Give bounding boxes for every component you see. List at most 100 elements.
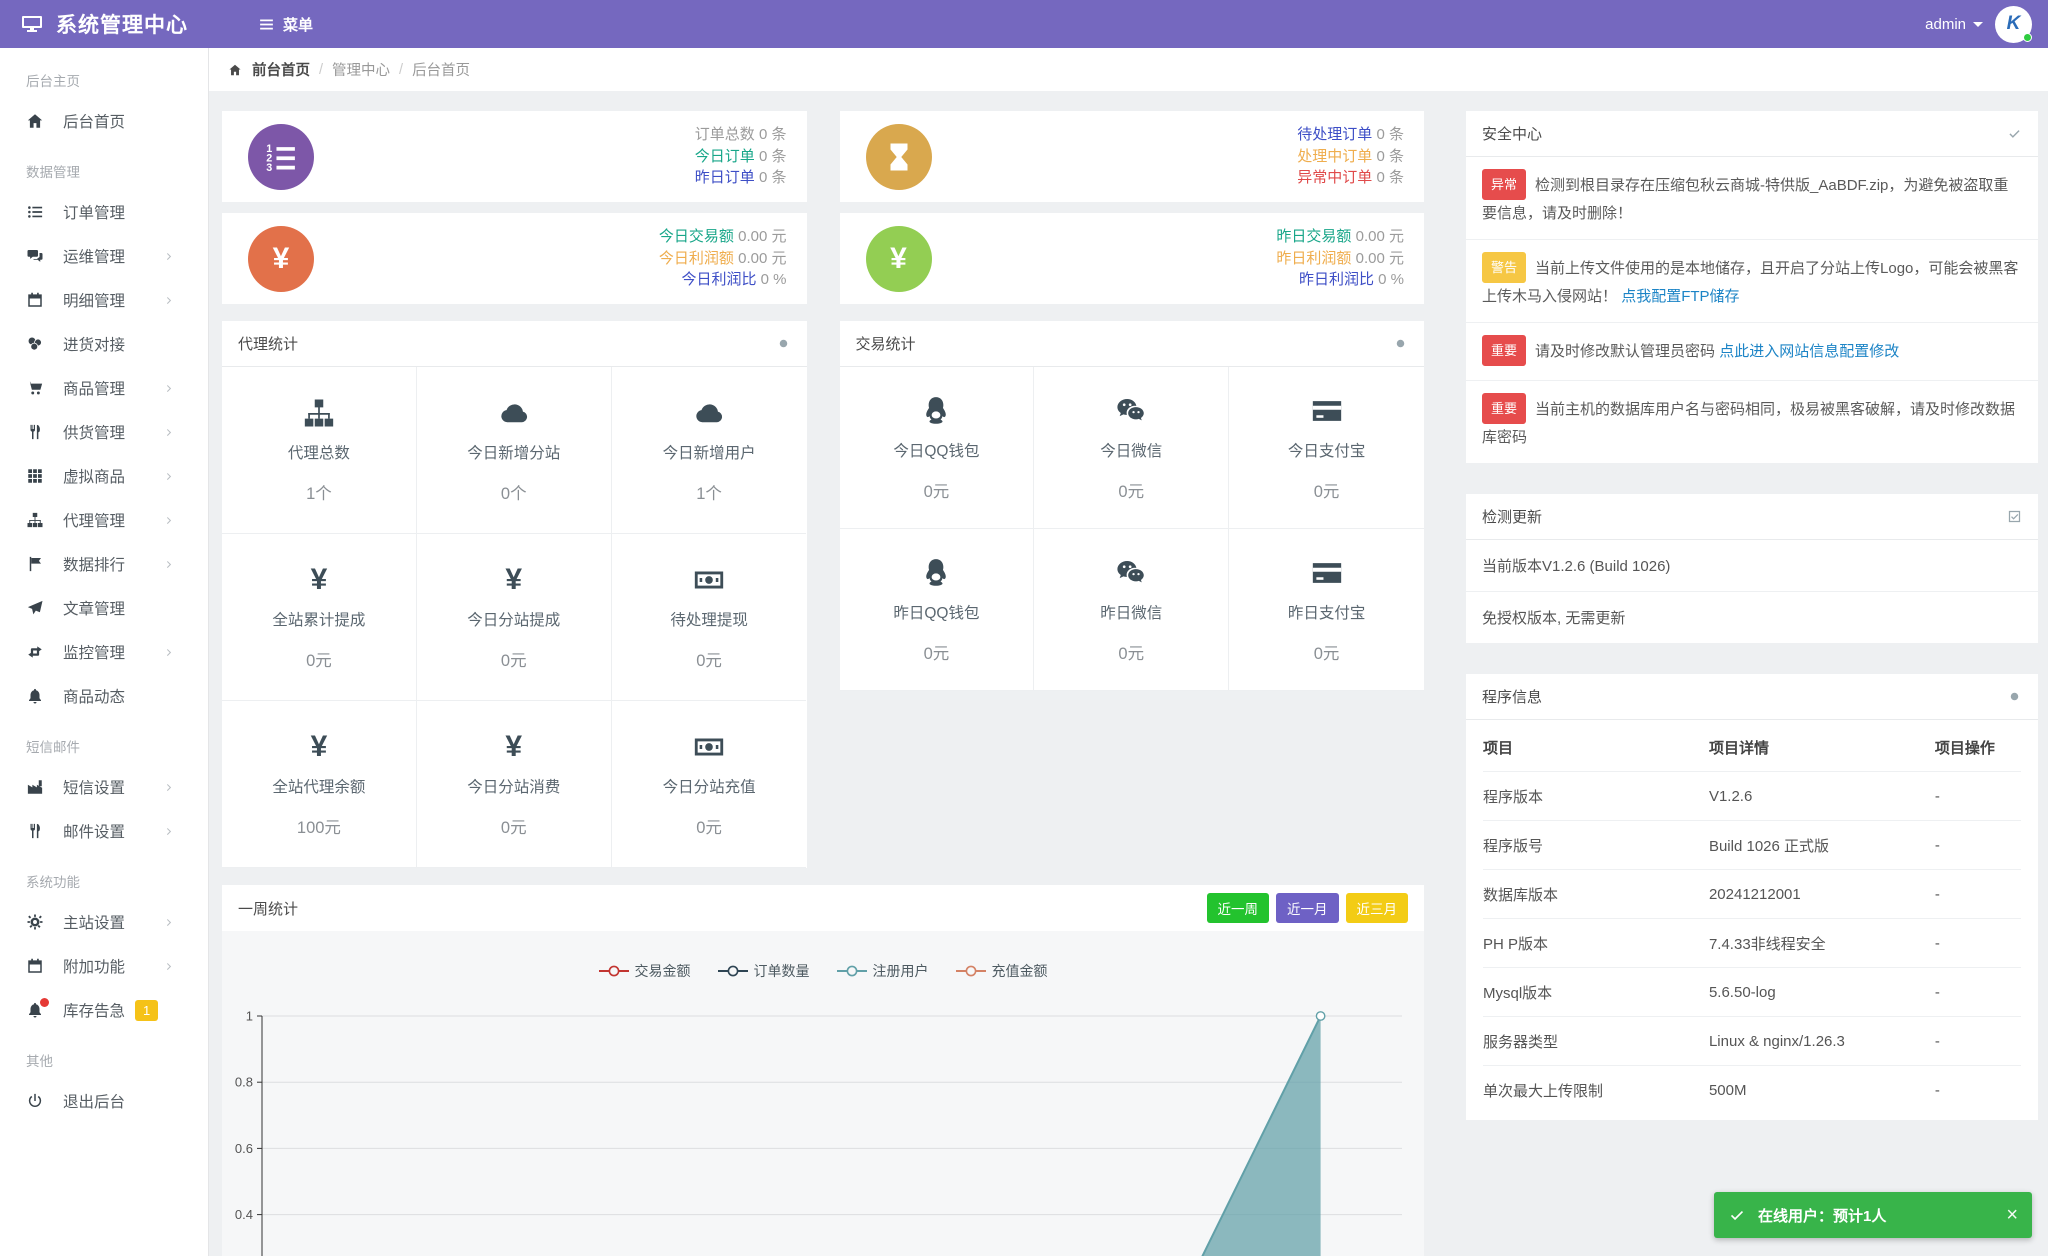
sidebar-item-site-settings[interactable]: 主站设置 — [0, 900, 208, 944]
money-icon — [692, 730, 726, 764]
stat-cell-value: 0元 — [696, 652, 722, 670]
power-icon — [26, 1092, 44, 1110]
stat-cell: 昨日QQ钱包 0元 — [839, 529, 1035, 691]
app-brand[interactable]: 系统管理中心 — [0, 9, 232, 39]
stat-cell: 今日微信 0元 — [1034, 367, 1230, 529]
utensils-icon — [26, 822, 44, 840]
sidebar-item-virtual-goods[interactable]: 虚拟商品 — [0, 454, 208, 498]
app-title: 系统管理中心 — [56, 14, 188, 37]
sidebar-item-product-news[interactable]: 商品动态 — [0, 674, 208, 718]
stat-cell-label: 今日新增分站 — [467, 445, 561, 462]
sidebar-item-label: 库存告急 — [63, 1003, 126, 1020]
sidebar-item-label: 进货对接 — [63, 337, 126, 354]
table-row: Mysql版本 5.6.50-log - — [1483, 967, 2021, 1017]
coins-icon — [26, 335, 44, 353]
chevron-right-icon — [164, 251, 175, 262]
svg-text:1: 1 — [246, 1009, 253, 1024]
stat-cards-row-1: 订单总数 0 条今日订单 0 条昨日订单 0 条 待处理订单 0 条处理中订单 … — [222, 111, 1424, 202]
user-dropdown[interactable]: admin — [1925, 16, 1983, 33]
chevron-right-icon — [164, 826, 175, 837]
stat-cell-value: 1个 — [696, 485, 722, 503]
sidebar-item-purchase[interactable]: 进货对接 — [0, 322, 208, 366]
stat-card-icon-circle — [865, 123, 932, 190]
yen-icon: ¥ — [310, 563, 328, 596]
alert-badge: 异常 — [1482, 169, 1527, 200]
sidebar-item-label: 短信设置 — [63, 780, 126, 797]
list-ol-icon — [264, 140, 298, 174]
stat-card-icon-circle — [248, 123, 314, 190]
stat-line: 今日订单 0 条 — [694, 147, 787, 165]
alert-link[interactable]: 点我配置FTP储存 — [1621, 288, 1740, 305]
range-button[interactable]: 近一周 — [1206, 893, 1269, 923]
sidebar-item-logout[interactable]: 退出后台 — [0, 1079, 208, 1123]
sidebar-item-dashboard[interactable]: 后台首页 — [0, 99, 208, 143]
qq-icon — [919, 394, 953, 428]
security-alert: 异常 检测到根目录存在压缩包秋云商城-特供版_AaBDF.zip，为避免被盗取重要… — [1466, 157, 2038, 240]
stat-cell-value: 0元 — [696, 819, 722, 837]
toast-close-button[interactable]: × — [2006, 1204, 2018, 1226]
stat-cell-label: 今日微信 — [1100, 442, 1163, 460]
program-info-table: 项目 项目详情 项目操作 程序版本 V1.2.6- 程序版号 Build 1026 正式版… — [1483, 722, 2021, 1114]
sidebar-item-stock-alert[interactable]: 库存告急 1 — [0, 988, 208, 1032]
sidebar-item-label: 代理管理 — [63, 513, 126, 530]
dot-icon[interactable] — [1393, 336, 1408, 351]
utensils-icon — [26, 423, 44, 441]
chevron-right-icon — [164, 427, 175, 438]
legend-item[interactable]: 充值金额 — [955, 952, 1048, 989]
sidebar-item-mail-settings[interactable]: 邮件设置 — [0, 809, 208, 853]
sidebar-item-details[interactable]: 明细管理 — [0, 278, 208, 322]
sidebar-item-orders[interactable]: 订单管理 — [0, 190, 208, 234]
chevron-right-icon — [164, 782, 175, 793]
sidebar-item-goods[interactable]: 商品管理 — [0, 366, 208, 410]
legend-label: 交易金额 — [634, 962, 691, 979]
alert-link[interactable]: 点此进入网站信息配置修改 — [1719, 343, 1900, 360]
sidebar-item-label: 监控管理 — [63, 645, 126, 662]
sidebar-item-sms-settings[interactable]: 短信设置 — [0, 765, 208, 809]
trade-stats-panel: 交易统计 今日QQ钱包 0元 今日微信 0元 今日支付宝 0元 昨日QQ钱包 0… — [839, 321, 1424, 691]
breadcrumb-item[interactable]: 前台首页 — [228, 59, 310, 80]
stat-cell-value: 0元 — [1118, 644, 1145, 663]
legend-item[interactable]: 注册用户 — [836, 952, 929, 989]
stat-cell: 今日支付宝 0元 — [1229, 367, 1424, 529]
sidebar-item-ranking[interactable]: 数据排行 — [0, 542, 208, 586]
breadcrumb-item[interactable]: 后台首页 — [412, 63, 471, 79]
dot-icon[interactable] — [776, 336, 791, 351]
avatar[interactable]: K — [1995, 5, 2032, 43]
sidebar-item-label: 明细管理 — [63, 293, 126, 310]
stat-cell-label: 代理总数 — [287, 445, 350, 462]
check-square-icon[interactable] — [2007, 509, 2022, 524]
sidebar-item-supply[interactable]: 供货管理 — [0, 410, 208, 454]
alert-text: 当前主机的数据库用户名与密码相同，极易被黑客破解，请及时修改数据库密码 — [1482, 401, 2016, 446]
dot-icon[interactable] — [2007, 689, 2022, 704]
stat-cell: ¥ 全站代理余额 100元 — [222, 701, 417, 868]
check-icon[interactable] — [2007, 126, 2022, 141]
stat-cell: 今日新增用户 1个 — [611, 367, 807, 534]
grid-icon — [26, 467, 44, 485]
sidebar-item-ops[interactable]: 运维管理 — [0, 234, 208, 278]
stat-cell: 昨日支付宝 0元 — [1229, 529, 1424, 691]
sidebar-item-agents[interactable]: 代理管理 — [0, 498, 208, 542]
alert-badge: 重要 — [1482, 335, 1527, 366]
legend-label: 注册用户 — [872, 962, 929, 979]
legend-item[interactable]: 订单数量 — [717, 952, 810, 989]
stat-cell: ¥ 今日分站消费 0元 — [416, 701, 612, 868]
sidebar-item-addons[interactable]: 附加功能 — [0, 944, 208, 988]
sidebar-item-monitor[interactable]: 监控管理 — [0, 630, 208, 674]
range-button[interactable]: 近三月 — [1345, 893, 1408, 923]
security-alert: 重要 请及时修改默认管理员密码 点此进入网站信息配置修改 — [1466, 323, 2038, 381]
legend-item[interactable]: 交易金额 — [598, 952, 691, 989]
menu-toggle-button[interactable]: 菜单 — [258, 14, 313, 35]
sidebar-section-label: 后台主页 — [26, 74, 80, 89]
cloud-icon — [692, 396, 726, 430]
sitemap-icon — [302, 396, 336, 430]
stat-cell-value: 0元 — [500, 652, 527, 670]
stat-cell-label: 今日新增用户 — [662, 445, 756, 462]
breadcrumb-item[interactable]: 管理中心 — [332, 63, 391, 79]
range-button[interactable]: 近一月 — [1276, 893, 1339, 923]
stat-line: 昨日利润额 0.00 元 — [1276, 249, 1404, 267]
legend-marker — [955, 965, 986, 976]
sidebar-item-articles[interactable]: 文章管理 — [0, 586, 208, 630]
week-stats-panel: 一周统计 近一周 近一月 近三月 交易金额 订单数量 注册用户 — [222, 885, 1424, 1256]
bell-icon — [26, 687, 44, 705]
sidebar-item-label: 附加功能 — [63, 959, 126, 976]
